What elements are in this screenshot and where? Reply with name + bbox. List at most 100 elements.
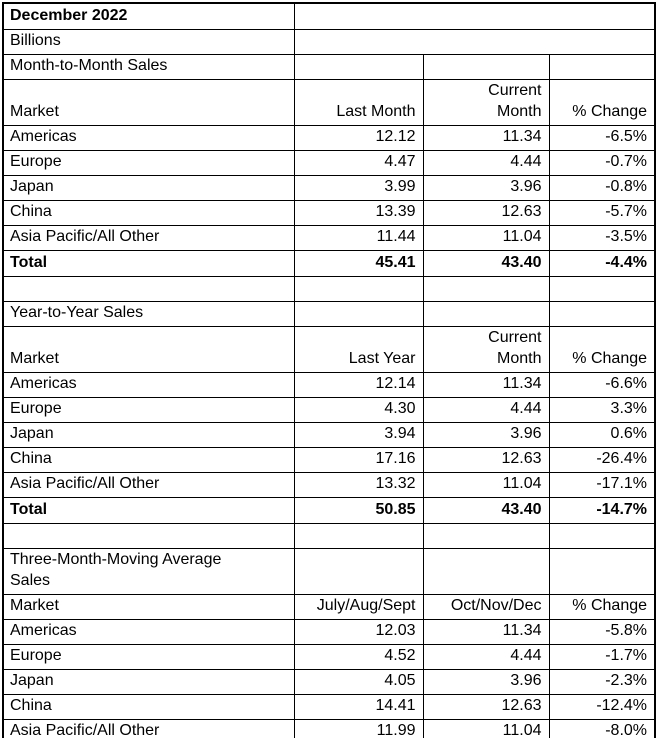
pct-change-cell: 0.6% bbox=[548, 422, 656, 448]
value-cell: 17.16 bbox=[293, 447, 424, 473]
market-cell: Europe bbox=[2, 397, 295, 423]
empty-cell bbox=[422, 301, 550, 327]
units-row: Billions bbox=[2, 29, 656, 55]
table-row-japan: Japan 3.99 3.96 -0.8% bbox=[2, 175, 656, 201]
market-cell: Japan bbox=[2, 175, 295, 201]
value-cell: 3.96 bbox=[422, 422, 550, 448]
value-cell: 12.03 bbox=[293, 619, 424, 645]
table-row-europe: Europe 4.47 4.44 -0.7% bbox=[2, 150, 656, 176]
column-header-market: Market bbox=[2, 79, 295, 126]
pct-change-cell: -5.8% bbox=[548, 619, 656, 645]
section-title-cell: Year-to-Year Sales bbox=[2, 301, 295, 327]
column-header-current-month: Current Month bbox=[422, 326, 550, 373]
total-row: Total 45.41 43.40 -4.4% bbox=[2, 250, 656, 277]
total-value-cell: 43.40 bbox=[422, 497, 550, 524]
pct-change-cell: -0.7% bbox=[548, 150, 656, 176]
pct-change-cell: -6.5% bbox=[548, 125, 656, 151]
value-cell: 4.44 bbox=[422, 644, 550, 670]
pct-change-cell: -5.7% bbox=[548, 200, 656, 226]
pct-change-cell: -8.0% bbox=[548, 719, 656, 738]
market-cell: Asia Pacific/All Other bbox=[2, 719, 295, 738]
value-cell: 14.41 bbox=[293, 694, 424, 720]
spacer-cell bbox=[293, 523, 424, 549]
value-cell: 4.52 bbox=[293, 644, 424, 670]
table-row-china: China 17.16 12.63 -26.4% bbox=[2, 447, 656, 473]
total-value-cell: 43.40 bbox=[422, 250, 550, 277]
pct-change-cell: -3.5% bbox=[548, 225, 656, 251]
value-cell: 11.04 bbox=[422, 719, 550, 738]
column-header-current-month-label: Current Month bbox=[488, 82, 542, 120]
spacer-cell bbox=[422, 523, 550, 549]
market-cell: Europe bbox=[2, 644, 295, 670]
value-cell: 3.94 bbox=[293, 422, 424, 448]
value-cell: 13.39 bbox=[293, 200, 424, 226]
total-label-cell: Total bbox=[2, 497, 295, 524]
value-cell: 12.63 bbox=[422, 694, 550, 720]
column-header-row: Market Last Year Current Month % Change bbox=[2, 326, 656, 373]
table-row-americas: Americas 12.12 11.34 -6.5% bbox=[2, 125, 656, 151]
column-header-pct-change: % Change bbox=[548, 79, 656, 126]
total-value-cell: 50.85 bbox=[293, 497, 424, 524]
table-row-asia-pacific: Asia Pacific/All Other 11.99 11.04 -8.0% bbox=[2, 719, 656, 738]
market-cell: Asia Pacific/All Other bbox=[2, 225, 295, 251]
value-cell: 11.34 bbox=[422, 619, 550, 645]
table-row-europe: Europe 4.30 4.44 3.3% bbox=[2, 397, 656, 423]
column-header-market: Market bbox=[2, 594, 295, 620]
value-cell: 4.44 bbox=[422, 150, 550, 176]
value-cell: 11.44 bbox=[293, 225, 424, 251]
column-header-pct-change: % Change bbox=[548, 594, 656, 620]
total-pct-change-cell: -4.4% bbox=[548, 250, 656, 277]
section-title-label: Three-Month-Moving Average Sales bbox=[10, 551, 222, 589]
spacer-row bbox=[2, 276, 656, 302]
value-cell: 3.99 bbox=[293, 175, 424, 201]
value-cell: 12.63 bbox=[422, 200, 550, 226]
column-header-market: Market bbox=[2, 326, 295, 373]
column-header-oct-nov-dec: Oct/Nov/Dec bbox=[422, 594, 550, 620]
total-pct-change-cell: -14.7% bbox=[548, 497, 656, 524]
value-cell: 4.05 bbox=[293, 669, 424, 695]
value-cell: 3.96 bbox=[422, 669, 550, 695]
column-header-july-aug-sept: July/Aug/Sept bbox=[293, 594, 424, 620]
column-header-pct-change: % Change bbox=[548, 326, 656, 373]
pct-change-cell: -6.6% bbox=[548, 372, 656, 398]
column-header-row: Market July/Aug/Sept Oct/Nov/Dec % Chang… bbox=[2, 594, 656, 620]
section-title-cell: Three-Month-Moving Average Sales bbox=[2, 548, 295, 595]
table-row-europe: Europe 4.52 4.44 -1.7% bbox=[2, 644, 656, 670]
section-title-cell: Month-to-Month Sales bbox=[2, 54, 295, 80]
value-cell: 12.63 bbox=[422, 447, 550, 473]
spacer-cell bbox=[293, 276, 424, 302]
pct-change-cell: -2.3% bbox=[548, 669, 656, 695]
table-row-asia-pacific: Asia Pacific/All Other 13.32 11.04 -17.1… bbox=[2, 472, 656, 498]
value-cell: 12.12 bbox=[293, 125, 424, 151]
market-cell: China bbox=[2, 200, 295, 226]
spacer-cell bbox=[2, 523, 295, 549]
empty-cell bbox=[548, 54, 656, 80]
value-cell: 11.04 bbox=[422, 225, 550, 251]
spacer-cell bbox=[2, 276, 295, 302]
value-cell: 12.14 bbox=[293, 372, 424, 398]
market-cell: Americas bbox=[2, 619, 295, 645]
units-cell: Billions bbox=[2, 29, 295, 55]
market-cell: Europe bbox=[2, 150, 295, 176]
market-cell: Japan bbox=[2, 669, 295, 695]
spacer-cell bbox=[422, 276, 550, 302]
table-row-americas: Americas 12.03 11.34 -5.8% bbox=[2, 619, 656, 645]
empty-cell bbox=[548, 548, 656, 595]
value-cell: 4.47 bbox=[293, 150, 424, 176]
empty-cell bbox=[293, 54, 424, 80]
market-cell: Americas bbox=[2, 372, 295, 398]
total-row: Total 50.85 43.40 -14.7% bbox=[2, 497, 656, 524]
pct-change-cell: 3.3% bbox=[548, 397, 656, 423]
pct-change-cell: -1.7% bbox=[548, 644, 656, 670]
report-title-row: December 2022 bbox=[2, 2, 656, 30]
spacer-cell bbox=[548, 523, 656, 549]
spacer-cell bbox=[548, 276, 656, 302]
table-row-asia-pacific: Asia Pacific/All Other 11.44 11.04 -3.5% bbox=[2, 225, 656, 251]
report-title-empty-cell bbox=[293, 2, 656, 30]
table-row-china: China 13.39 12.63 -5.7% bbox=[2, 200, 656, 226]
units-empty-cell bbox=[293, 29, 656, 55]
column-header-current-month: Current Month bbox=[422, 79, 550, 126]
pct-change-cell: -17.1% bbox=[548, 472, 656, 498]
